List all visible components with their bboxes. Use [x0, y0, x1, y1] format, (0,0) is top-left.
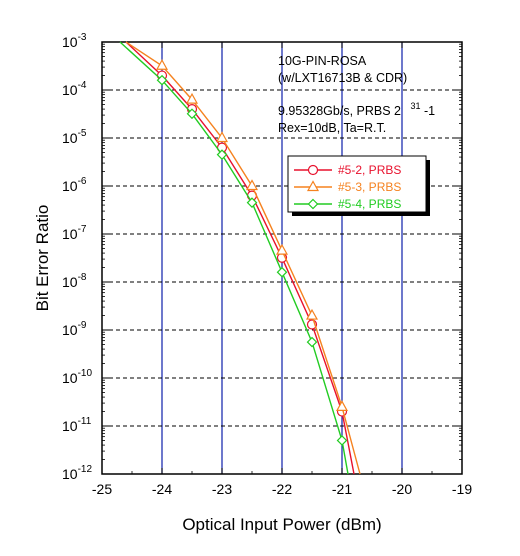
- y-tick-base: 10: [62, 322, 78, 338]
- x-tick-label: -22: [272, 481, 292, 497]
- data-point: [275, 243, 289, 255]
- x-tick-label: -21: [332, 481, 352, 497]
- data-point: [155, 59, 169, 70]
- y-tick-label: 10-11: [62, 416, 92, 434]
- y-tick-exponent: -4: [78, 80, 87, 91]
- data-point: [336, 435, 348, 446]
- data-point: [305, 308, 319, 320]
- annotation-line3-sup: 31: [410, 101, 420, 111]
- annotation-line1: 10G-PIN-ROSA: [278, 54, 367, 68]
- data-point: [186, 108, 198, 120]
- data-point: [245, 179, 259, 191]
- annotation-line3-main: 9.95328Gb/s, PRBS 2: [278, 104, 401, 118]
- data-point: [156, 74, 168, 86]
- x-tick-label: -19: [452, 481, 472, 497]
- y-tick-label: 10-10: [62, 368, 92, 386]
- annotation-line4: Rex=10dB, Ta=R.T.: [278, 121, 386, 135]
- annotation-line2: (w/LXT16713B & CDR): [278, 71, 407, 85]
- grid: [102, 42, 462, 474]
- annotation-line3: 9.95328Gb/s, PRBS 2 31 -1: [278, 98, 435, 118]
- y-tick-label: 10-7: [62, 224, 87, 242]
- y-tick-base: 10: [62, 466, 78, 482]
- legend-marker: [307, 164, 319, 176]
- y-tick-exponent: -10: [78, 368, 93, 379]
- y-tick-exponent: -9: [78, 320, 87, 331]
- y-tick-base: 10: [62, 418, 78, 434]
- data-point: [306, 336, 318, 348]
- x-tick-label: -23: [212, 481, 232, 497]
- y-tick-base: 10: [62, 130, 78, 146]
- y-tick-exponent: -5: [78, 128, 87, 139]
- legend-label: #5-2, PRBS: [338, 163, 401, 177]
- y-tick-label: 10-4: [62, 80, 87, 98]
- axis-ticks: -25 -24 -23 -22 -21 -20 -1910-310-410-510-610-…: [62, 32, 472, 497]
- series-3: [119, 41, 349, 475]
- data-point: [185, 92, 199, 104]
- legend-marker: [307, 198, 319, 210]
- x-tick-label: -20: [392, 481, 412, 497]
- legend: #5-2, PRBS #5-3, PRBS #5-4, PRBS: [287, 155, 430, 216]
- y-tick-exponent: -12: [78, 464, 93, 475]
- y-tick-label: 10-8: [62, 272, 87, 290]
- y-tick-base: 10: [62, 34, 78, 50]
- data-point: [276, 266, 288, 278]
- annotation: 10G-PIN-ROSA (w/LXT16713B & CDR) 9.95328…: [278, 54, 435, 135]
- y-tick-base: 10: [62, 370, 78, 386]
- y-tick-base: 10: [62, 274, 78, 290]
- x-axis-title: Optical Input Power (dBm): [182, 515, 381, 534]
- y-tick-exponent: -7: [78, 224, 87, 235]
- data-point: [215, 131, 229, 143]
- y-tick-exponent: -6: [78, 176, 87, 187]
- y-tick-label: 10-3: [62, 32, 87, 50]
- data-point: [246, 197, 258, 208]
- legend-marker: [306, 180, 320, 192]
- y-tick-label: 10-6: [62, 176, 87, 194]
- data-point: [335, 400, 349, 411]
- y-tick-exponent: -3: [78, 32, 87, 43]
- annotation-line3-tail: -1: [424, 104, 435, 118]
- legend-label: #5-3, PRBS: [338, 180, 401, 194]
- x-tick-label: -24: [152, 481, 172, 497]
- y-tick-exponent: -11: [78, 416, 92, 427]
- series-layer: [119, 41, 361, 475]
- series-2: [125, 41, 361, 475]
- x-tick-label: -25: [92, 481, 112, 497]
- legend-label: #5-4, PRBS: [338, 197, 401, 211]
- y-tick-base: 10: [62, 82, 78, 98]
- y-tick-base: 10: [62, 226, 78, 242]
- y-tick-label: 10-12: [62, 464, 92, 482]
- y-tick-label: 10-5: [62, 128, 87, 146]
- y-tick-base: 10: [62, 178, 78, 194]
- data-point: [216, 149, 228, 160]
- y-axis-title: Bit Error Ratio: [33, 205, 52, 312]
- y-tick-label: 10-9: [62, 320, 87, 338]
- y-tick-exponent: -8: [78, 272, 87, 283]
